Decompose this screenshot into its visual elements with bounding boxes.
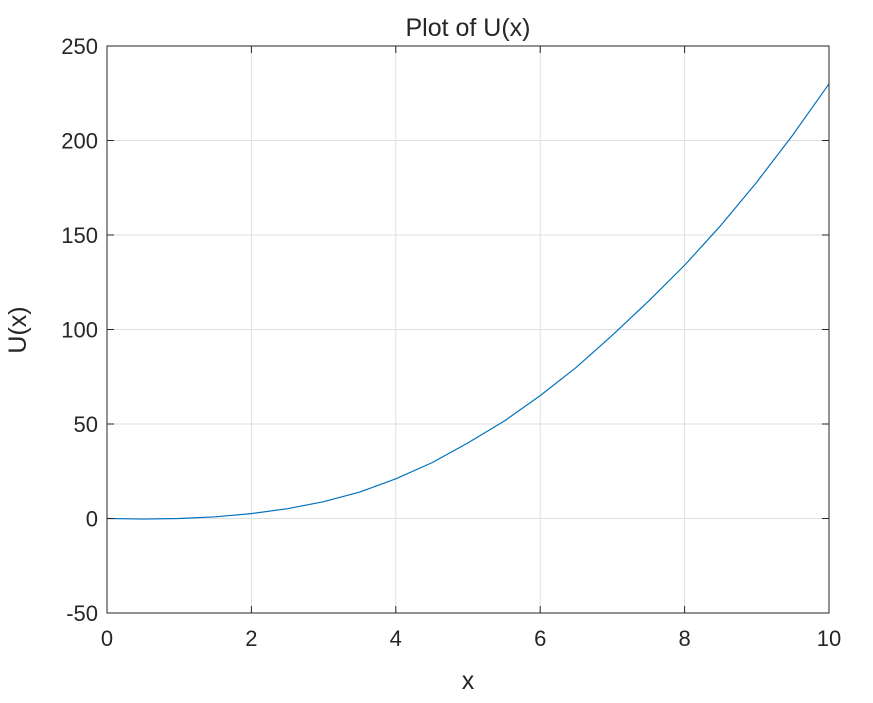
y-tick-label: 150 — [61, 223, 98, 248]
y-tick-label: -50 — [66, 601, 98, 626]
series-line — [106, 83, 830, 520]
x-tick-label: 0 — [101, 626, 113, 651]
y-tick-labels: -50 0 50 100 150 200 250 — [61, 34, 98, 626]
x-tick-labels: 0 2 4 6 8 10 — [101, 626, 841, 651]
x-tick-label: 6 — [534, 626, 546, 651]
chart-title: Plot of U(x) — [405, 14, 530, 42]
tick-marks — [106, 45, 830, 614]
y-tick-label: 200 — [61, 129, 98, 154]
y-tick-label: 50 — [74, 412, 98, 437]
series-layer — [106, 83, 830, 520]
y-tick-label: 100 — [61, 318, 98, 343]
x-tick-label: 2 — [245, 626, 257, 651]
grid-lines — [107, 46, 829, 613]
y-axis-label: U(x) — [4, 306, 32, 353]
x-tick-label: 10 — [817, 626, 841, 651]
y-tick-label: 0 — [86, 507, 98, 532]
x-tick-label: 4 — [390, 626, 402, 651]
x-tick-label: 8 — [678, 626, 690, 651]
x-axis-label: x — [462, 667, 475, 695]
y-tick-label: 250 — [61, 34, 98, 59]
